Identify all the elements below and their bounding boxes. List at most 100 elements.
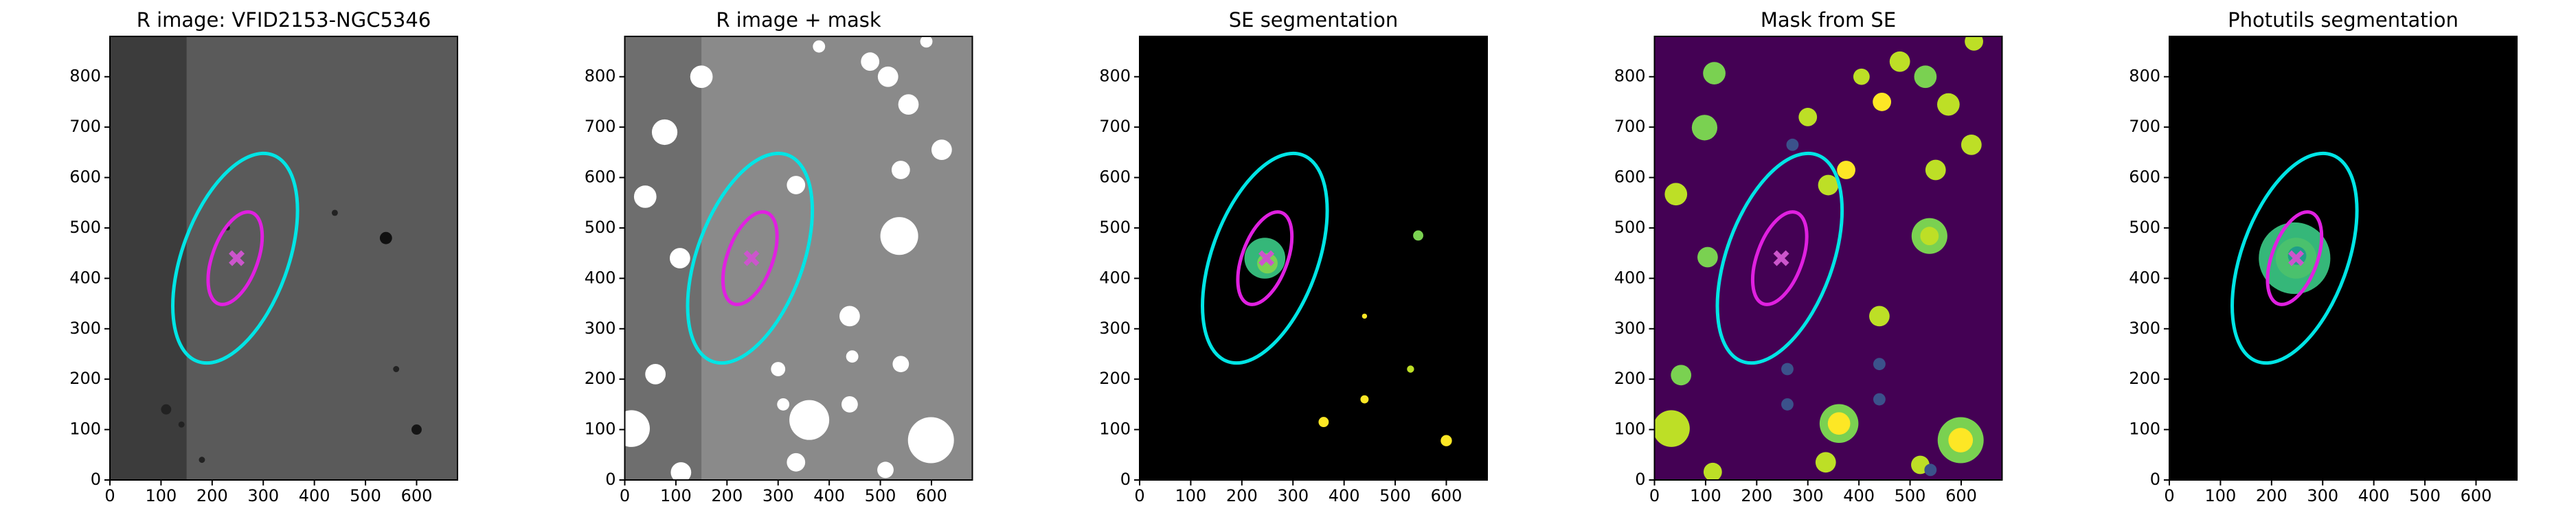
image-blob — [931, 139, 952, 161]
image-blob — [1413, 230, 1423, 241]
x-tick-label: 0 — [620, 486, 630, 505]
x-tick-label: 400 — [1843, 486, 1875, 505]
image-blob — [1965, 36, 1983, 51]
image-blob — [877, 66, 899, 87]
x-tick-label: 400 — [813, 486, 845, 505]
image-blob — [1873, 393, 1886, 406]
image-blob — [1360, 395, 1369, 404]
image-blob — [841, 396, 858, 413]
x-tick-label: 300 — [762, 486, 794, 505]
image-blob — [1815, 452, 1836, 473]
image-blob — [1407, 365, 1414, 373]
y-tick-label: 600 — [69, 168, 101, 187]
image — [1654, 10, 2002, 480]
panel: 0 100 200 300 400 500 600 0 100 200 300 400 500 600 70… — [585, 8, 973, 505]
image-blob — [1948, 428, 1974, 453]
image — [624, 36, 973, 480]
image-blob — [690, 65, 713, 89]
y-tick-label: 300 — [69, 319, 101, 338]
x-tick-label: 600 — [1431, 486, 1462, 505]
y-tick-label: 0 — [2150, 470, 2160, 489]
image-blob — [161, 404, 172, 415]
x-tick-label: 0 — [2164, 486, 2174, 505]
x-tick-label: 0 — [1134, 486, 1144, 505]
axes-frame — [109, 36, 458, 481]
image-blob — [1853, 68, 1870, 85]
image-background — [2169, 36, 2517, 480]
image-blob — [907, 417, 954, 464]
image-blob — [1703, 462, 1722, 480]
image-blob — [1818, 174, 1839, 196]
x-tick-label: 100 — [1175, 486, 1207, 505]
y-tick-label: 800 — [2129, 67, 2160, 86]
y-tick-label: 0 — [1120, 470, 1131, 489]
image-blob — [1920, 227, 1939, 246]
panel-title: R image + mask — [716, 8, 881, 32]
axes-frame — [1653, 36, 2003, 481]
x-tick-label: 500 — [2409, 486, 2441, 505]
image-blob — [1925, 159, 1946, 181]
x-tick-label: 200 — [1741, 486, 1772, 505]
image-blob — [880, 217, 918, 255]
aperture-ellipse — [721, 210, 779, 306]
y-tick-label: 600 — [1099, 168, 1131, 187]
image-blob — [777, 398, 790, 411]
y-tick-label: 0 — [605, 470, 615, 489]
image — [110, 36, 457, 480]
x-tick-label: 100 — [660, 486, 692, 505]
image-blob — [771, 362, 786, 376]
image-blob — [1781, 363, 1794, 376]
center-marker — [2288, 250, 2305, 266]
image-blob — [1691, 115, 1718, 141]
aperture-ellipse — [2230, 151, 2359, 365]
x-tick-label: 600 — [2461, 486, 2492, 505]
aperture-ellipse — [1236, 210, 1294, 306]
image-blob — [331, 209, 338, 216]
x-tick-label: 400 — [299, 486, 330, 505]
aperture-ellipse — [1201, 151, 1329, 365]
x-tick-label: 100 — [2205, 486, 2237, 505]
y-tick-label: 500 — [2129, 218, 2160, 237]
y-tick-label: 800 — [1614, 67, 1646, 86]
image-blob — [178, 421, 185, 428]
y-tick-label: 500 — [69, 218, 101, 237]
image-blob — [670, 462, 692, 480]
y-tick-label: 600 — [585, 168, 616, 187]
x-tick-label: 200 — [2256, 486, 2287, 505]
x-tick-label: 300 — [1792, 486, 1824, 505]
image-blob — [651, 119, 678, 146]
image-blob — [1440, 435, 1452, 446]
y-tick-label: 500 — [1099, 218, 1131, 237]
image-blob — [669, 248, 690, 268]
image-blob — [645, 363, 666, 385]
aperture-ellipse — [1715, 151, 1844, 365]
panel: 0 100 200 300 400 500 600 0 100 200 300 400 500 600 70… — [2129, 8, 2518, 505]
panel-title: Mask from SE — [1761, 8, 1896, 32]
image-blob — [877, 461, 894, 479]
image-blob — [1704, 10, 1717, 23]
image-blob — [1924, 464, 1937, 477]
image-blob — [1837, 161, 1855, 179]
x-tick-label: 500 — [350, 486, 381, 505]
y-tick-label: 600 — [2129, 168, 2160, 187]
image-blob — [1869, 306, 1890, 327]
y-tick-label: 800 — [69, 67, 101, 86]
image-strip — [110, 36, 187, 480]
image-blob — [1873, 93, 1892, 111]
x-tick-label: 600 — [1945, 486, 1977, 505]
image-blob — [861, 52, 880, 71]
y-tick-label: 0 — [91, 470, 101, 489]
image-blob — [846, 350, 859, 363]
image — [2169, 36, 2517, 480]
x-tick-label: 300 — [1277, 486, 1309, 505]
y-tick-label: 400 — [69, 268, 101, 287]
image-blob — [1671, 365, 1692, 386]
image-blob — [1798, 108, 1818, 126]
aperture-ellipse — [1750, 210, 1809, 306]
image-blob — [1914, 65, 1937, 89]
y-tick-label: 600 — [1614, 168, 1646, 187]
image-blob — [789, 400, 830, 440]
y-tick-label: 300 — [2129, 319, 2160, 338]
aperture-ellipse — [686, 151, 815, 365]
y-tick-label: 300 — [585, 319, 616, 338]
